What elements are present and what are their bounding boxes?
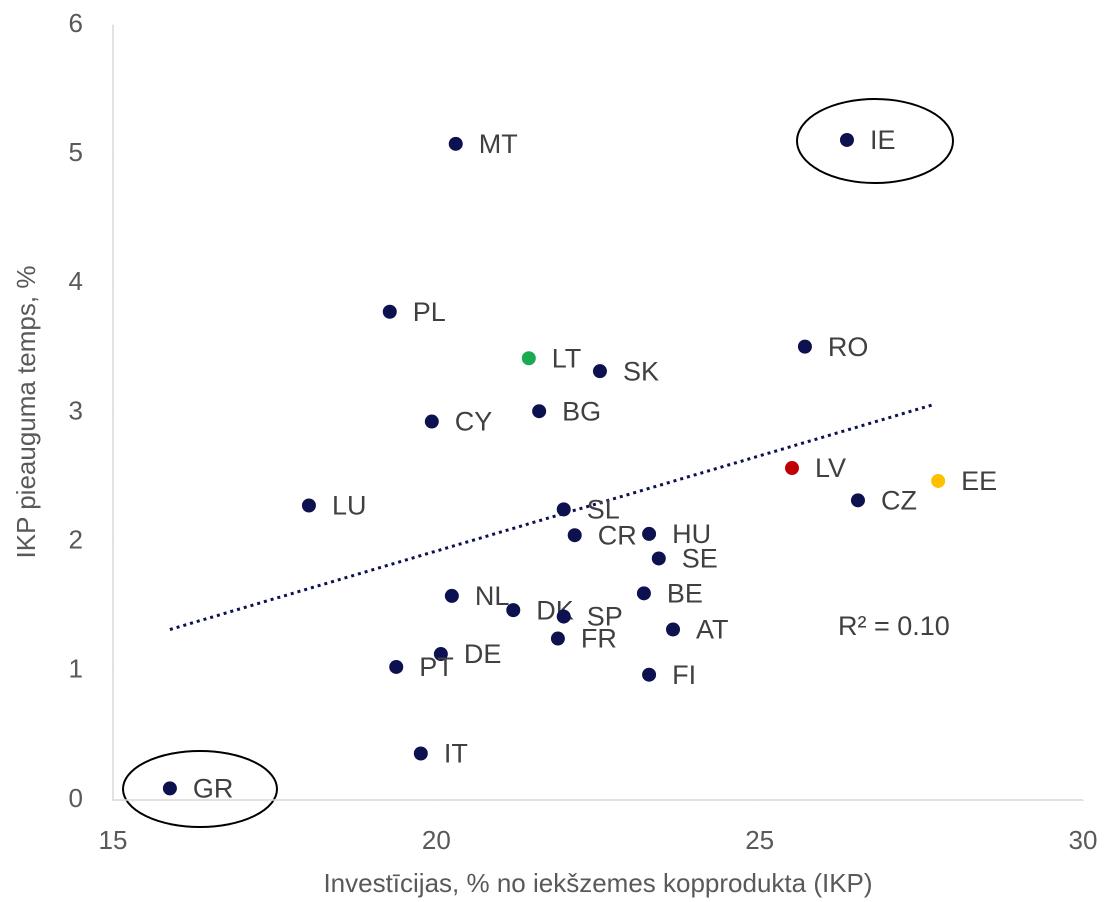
y-tick-label: 6 — [69, 8, 83, 38]
point — [839, 132, 854, 147]
x-axis-title: Investīcijas, % no iekšzemes kopprodukta… — [323, 868, 872, 898]
y-tick-label: 2 — [69, 525, 83, 555]
point-label: IT — [444, 739, 468, 769]
x-tick-label: 15 — [99, 825, 128, 855]
x-tick-label: 20 — [422, 825, 451, 855]
y-axis-title: IKP pieauguma temps, % — [11, 266, 41, 559]
point-label: LV — [815, 453, 846, 483]
point — [506, 603, 521, 618]
point-label: BE — [667, 578, 703, 608]
point — [785, 461, 799, 476]
point-label: FI — [672, 660, 696, 690]
point-label: SK — [623, 356, 659, 386]
point-label: PL — [413, 297, 446, 327]
point — [301, 498, 316, 513]
point — [389, 659, 404, 674]
point-label: CY — [455, 407, 493, 437]
point-label: NL — [475, 581, 510, 611]
y-tick-label: 5 — [69, 137, 83, 167]
point — [424, 414, 439, 429]
point-label: LT — [552, 343, 582, 373]
point — [666, 622, 681, 637]
point — [636, 586, 651, 601]
point-label: CZ — [881, 485, 917, 515]
point — [797, 339, 812, 354]
point-label: BG — [562, 396, 601, 426]
point-label: MT — [479, 129, 518, 159]
point — [850, 493, 865, 508]
annotation: R² = 0.10 — [838, 611, 950, 641]
point — [592, 364, 607, 379]
point — [532, 404, 547, 419]
point — [642, 667, 657, 682]
point — [521, 351, 536, 366]
point — [642, 526, 657, 541]
point — [931, 473, 946, 488]
point — [413, 746, 428, 761]
point-label: IE — [870, 125, 896, 155]
point — [448, 136, 463, 151]
y-tick-label: 0 — [69, 783, 83, 813]
point — [433, 647, 448, 662]
point-label: FR — [581, 624, 617, 654]
y-tick-label: 1 — [69, 654, 83, 684]
point-label: LU — [332, 491, 367, 521]
y-tick-label: 4 — [69, 266, 83, 296]
point-label: CR — [598, 520, 637, 550]
point-label: SP — [587, 602, 623, 632]
highlight-ellipse — [796, 98, 954, 184]
x-tick-label: 25 — [745, 825, 774, 855]
x-tick-label: 30 — [1069, 825, 1098, 855]
point — [162, 781, 177, 796]
point-label: PT — [419, 652, 454, 682]
point — [651, 551, 666, 566]
point — [444, 588, 459, 603]
point-label: DE — [464, 639, 502, 669]
point-label: SL — [587, 495, 620, 525]
point — [550, 631, 565, 646]
point-label: HU — [672, 519, 711, 549]
point-label: EE — [961, 466, 997, 496]
y-tick-label: 3 — [69, 395, 83, 425]
point-label: AT — [696, 615, 729, 645]
point — [556, 502, 571, 517]
point — [567, 528, 582, 543]
point — [382, 304, 397, 319]
highlight-ellipse — [122, 750, 278, 828]
point-label: GR — [193, 774, 234, 804]
point-label: RO — [828, 332, 869, 362]
point — [556, 609, 571, 624]
point-label: SE — [682, 544, 718, 574]
